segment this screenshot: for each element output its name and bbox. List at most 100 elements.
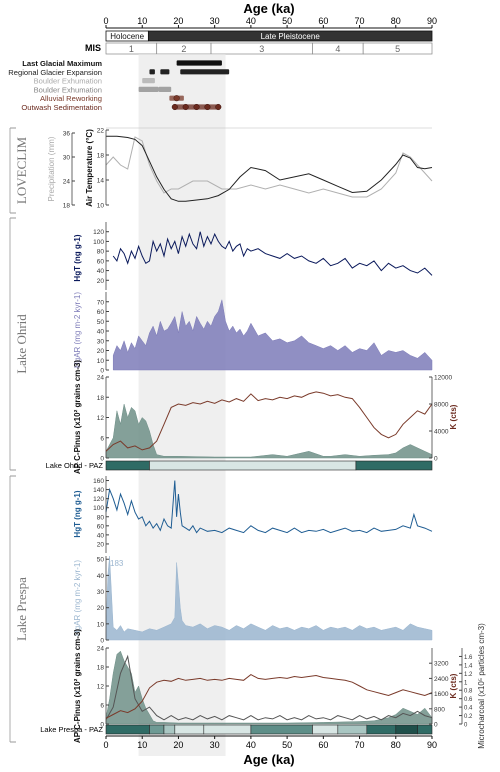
y-tick-label: 1	[464, 680, 468, 686]
y-tick-label: 24	[97, 375, 105, 382]
prespa-pinus-axis-title: AP C-Pinus (x10² grains cm-3)	[73, 629, 82, 743]
y-tick-label: 20	[97, 541, 105, 548]
paz-zone	[337, 724, 368, 735]
mis-stage-label: 5	[395, 44, 400, 54]
event-bar	[149, 69, 155, 75]
event-label: Last Glacial Maximum	[22, 59, 102, 68]
y-tick-label: 80	[97, 249, 105, 256]
y-tick-label: 24	[97, 646, 105, 653]
y-tick-label: 100	[93, 505, 104, 512]
mis-stage-label: 3	[259, 44, 264, 54]
y-tick-label: 0	[100, 638, 104, 645]
x-tick-label-bottom: 20	[173, 740, 183, 750]
paz-zone	[355, 460, 433, 471]
event-bar	[138, 86, 159, 92]
event-label: Regional Glacier Expansion	[8, 68, 102, 77]
ohrid-hgar-axis-title: HgAR (mg m-2 kyr-1)	[73, 292, 82, 368]
paz-zone	[395, 724, 418, 735]
mis-row: MIS 1 2 3 4 5	[85, 42, 433, 55]
y-tick-label: 18	[97, 395, 105, 402]
event-dot	[171, 103, 178, 111]
y-tick-label: 140	[93, 487, 104, 494]
y-tick-label: 4000	[434, 429, 449, 436]
y-tick-label: 30	[63, 155, 71, 162]
paz-zone	[312, 724, 339, 735]
event-bar	[160, 69, 170, 75]
y-tick-label: 0	[100, 722, 104, 729]
x-tick-label-top: 70	[355, 16, 365, 26]
temp-axis-title: Air Temperature (°C)	[85, 129, 94, 207]
y-tick-label: 8000	[434, 402, 449, 409]
y-tick-label: 100	[93, 239, 104, 246]
x-tick-label-bottom: 60	[318, 740, 328, 750]
y-tick-label: 1600	[434, 691, 449, 698]
epoch-cell	[147, 30, 433, 42]
y-tick-label: 0.2	[464, 714, 473, 720]
y-tick-label: 24	[63, 179, 71, 186]
event-label: Outwash Sedimentation	[21, 103, 102, 112]
y-tick-label: 40	[97, 532, 105, 539]
x-tick-label-bottom: 40	[246, 740, 256, 750]
y-tick-label: 50	[97, 557, 105, 564]
y-tick-label: 0	[434, 722, 438, 729]
y-tick-label: 70	[97, 299, 105, 306]
y-tick-label: 10	[97, 621, 105, 628]
x-tick-label-bottom: 70	[355, 740, 365, 750]
x-tick-label-top: 90	[427, 16, 437, 26]
paz-zone	[105, 460, 150, 471]
y-tick-label: 1.2	[464, 672, 473, 678]
y-tick-label: 18	[97, 665, 105, 672]
x-tick-label-top: 10	[137, 16, 147, 26]
event-dot	[182, 103, 189, 111]
mis-cell	[362, 42, 433, 55]
event-bar	[176, 60, 222, 66]
bottom-x-axis: 0 10 20 30 40 50 60 70 80 90 Age (ka)	[103, 735, 437, 767]
mis-stage-label: 2	[181, 44, 186, 54]
y-tick-label: 2400	[434, 676, 449, 683]
y-tick-label: 20	[97, 278, 105, 285]
series-line	[105, 391, 433, 452]
series-line	[105, 136, 433, 198]
event-bar	[180, 69, 230, 75]
y-tick-label: 6	[100, 435, 104, 442]
y-tick-label: 40	[97, 573, 105, 580]
y-tick-label: 40	[97, 268, 105, 275]
precip-axis-title: Precipitation (mm)	[47, 136, 56, 201]
x-tick-label-top: 80	[391, 16, 401, 26]
y-tick-label: 30	[97, 589, 105, 596]
paz-zone	[174, 724, 205, 735]
event-dot	[204, 103, 211, 111]
x-tick-label-top: 50	[282, 16, 292, 26]
mis-stage-label: 1	[129, 44, 134, 54]
y-tick-label: 80	[97, 514, 105, 521]
x-axis-title-top: Age (ka)	[243, 1, 294, 16]
event-label: Alluvial Reworking	[40, 94, 102, 103]
x-tick-label-bottom: 0	[103, 740, 108, 750]
y-tick-label: 1.6	[464, 655, 473, 661]
x-tick-label-bottom: 90	[427, 740, 437, 750]
y-tick-label: 20	[97, 605, 105, 612]
paz-label: Lake Ohrid - PAZ	[46, 461, 104, 470]
y-tick-label: 18	[63, 203, 71, 210]
y-tick-label: 18	[97, 153, 105, 160]
x-tick-label-bottom: 10	[137, 740, 147, 750]
series-line	[105, 480, 433, 534]
group-label: Lake Ohrid	[14, 314, 29, 374]
prespa-hgar-axis-title: HgAR (mg m-2 kyr-1)	[73, 560, 82, 636]
group-label: LOVECLIM	[14, 136, 29, 204]
series-area	[105, 403, 433, 459]
x-tick-label-bottom: 50	[282, 740, 292, 750]
y-tick-label: 14	[97, 178, 105, 185]
y-tick-label: 60	[97, 258, 105, 265]
y-tick-label: 0	[100, 368, 104, 375]
y-tick-label: 800	[434, 706, 445, 713]
y-tick-label: 10	[97, 358, 105, 365]
paz-label: Lake Prespa - PAZ	[40, 725, 103, 734]
event-dot	[215, 103, 222, 111]
y-tick-label: 0.6	[464, 697, 473, 703]
microcharcoal-axis-title: Microcharcoal (x10⁵ particles cm-3)	[477, 623, 486, 749]
x-tick-label-bottom: 30	[210, 740, 220, 750]
